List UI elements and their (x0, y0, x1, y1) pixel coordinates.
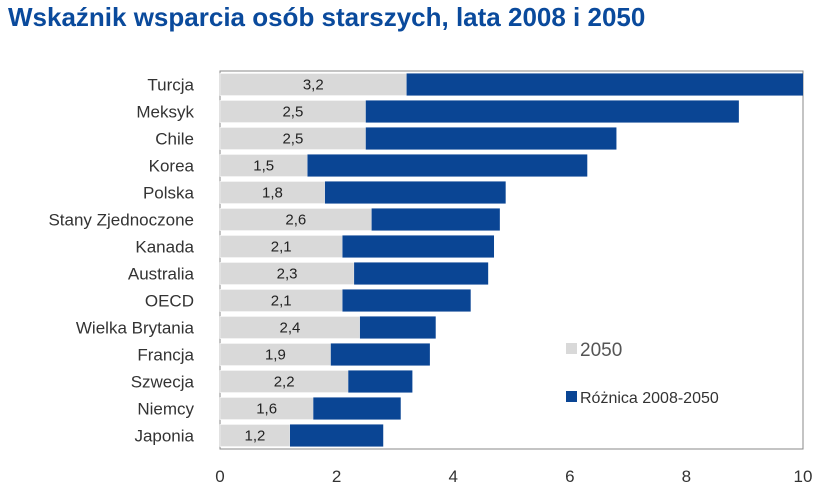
plot-area-border (219, 70, 804, 450)
legend-label-2050: 2050 (580, 340, 622, 361)
legend-label-difference: Różnica 2008-2050 (580, 390, 719, 407)
x-tick-label: 0 (215, 467, 224, 486)
bar-difference (348, 370, 413, 393)
category-label: Kanada (135, 238, 194, 257)
category-label: Szwecja (131, 373, 195, 392)
x-tick-label: 8 (682, 467, 691, 486)
category-label: Stany Zjednoczone (48, 211, 194, 230)
bar-difference (342, 235, 495, 258)
x-tick-label: 4 (448, 467, 457, 486)
data-label-2050: 2,4 (280, 320, 301, 337)
data-label-2050: 2,1 (271, 239, 292, 256)
category-label: OECD (145, 292, 194, 311)
chart-title: Wskaźnik wsparcia osób starszych, lata 2… (8, 2, 646, 32)
x-tick-label: 2 (332, 467, 341, 486)
data-label-2050: 3,2 (303, 77, 324, 94)
category-label: Polska (143, 184, 195, 203)
bar-difference (307, 154, 588, 177)
bar-difference (365, 100, 739, 123)
legend-swatch-2050 (566, 343, 577, 354)
data-label-2050: 1,9 (265, 347, 286, 364)
category-label: Japonia (134, 427, 194, 446)
data-label-2050: 1,5 (253, 158, 274, 175)
data-label-2050: 1,8 (262, 185, 283, 202)
bar-difference (313, 397, 401, 420)
category-label: Wielka Brytania (76, 319, 195, 338)
data-label-2050: 1,6 (256, 401, 277, 418)
category-label: Chile (155, 130, 194, 149)
bar-difference (406, 73, 803, 96)
bar-difference (330, 343, 430, 366)
category-label: Australia (128, 265, 195, 284)
bar-difference (289, 424, 384, 447)
category-label: Turcja (147, 76, 194, 95)
bar-difference (324, 181, 506, 204)
bar-difference (354, 262, 489, 285)
category-label: Meksyk (136, 103, 194, 122)
data-label-2050: 2,5 (282, 104, 303, 121)
data-label-2050: 1,2 (245, 428, 266, 445)
bar-difference (359, 316, 436, 339)
category-label: Niemcy (137, 400, 194, 419)
data-label-2050: 2,2 (274, 374, 295, 391)
legend-swatch-difference (566, 391, 577, 402)
bar-2050 (219, 316, 361, 339)
data-label-2050: 2,5 (282, 131, 303, 148)
bar-difference (342, 289, 471, 312)
category-label: Korea (149, 157, 195, 176)
x-tick-label: 6 (565, 467, 574, 486)
bar-difference (371, 208, 500, 231)
data-label-2050: 2,3 (277, 266, 298, 283)
data-label-2050: 2,1 (271, 293, 292, 310)
data-label-2050: 2,6 (285, 212, 306, 229)
category-label: Francja (137, 346, 194, 365)
x-tick-label: 10 (794, 467, 813, 486)
bar-difference (365, 127, 617, 150)
